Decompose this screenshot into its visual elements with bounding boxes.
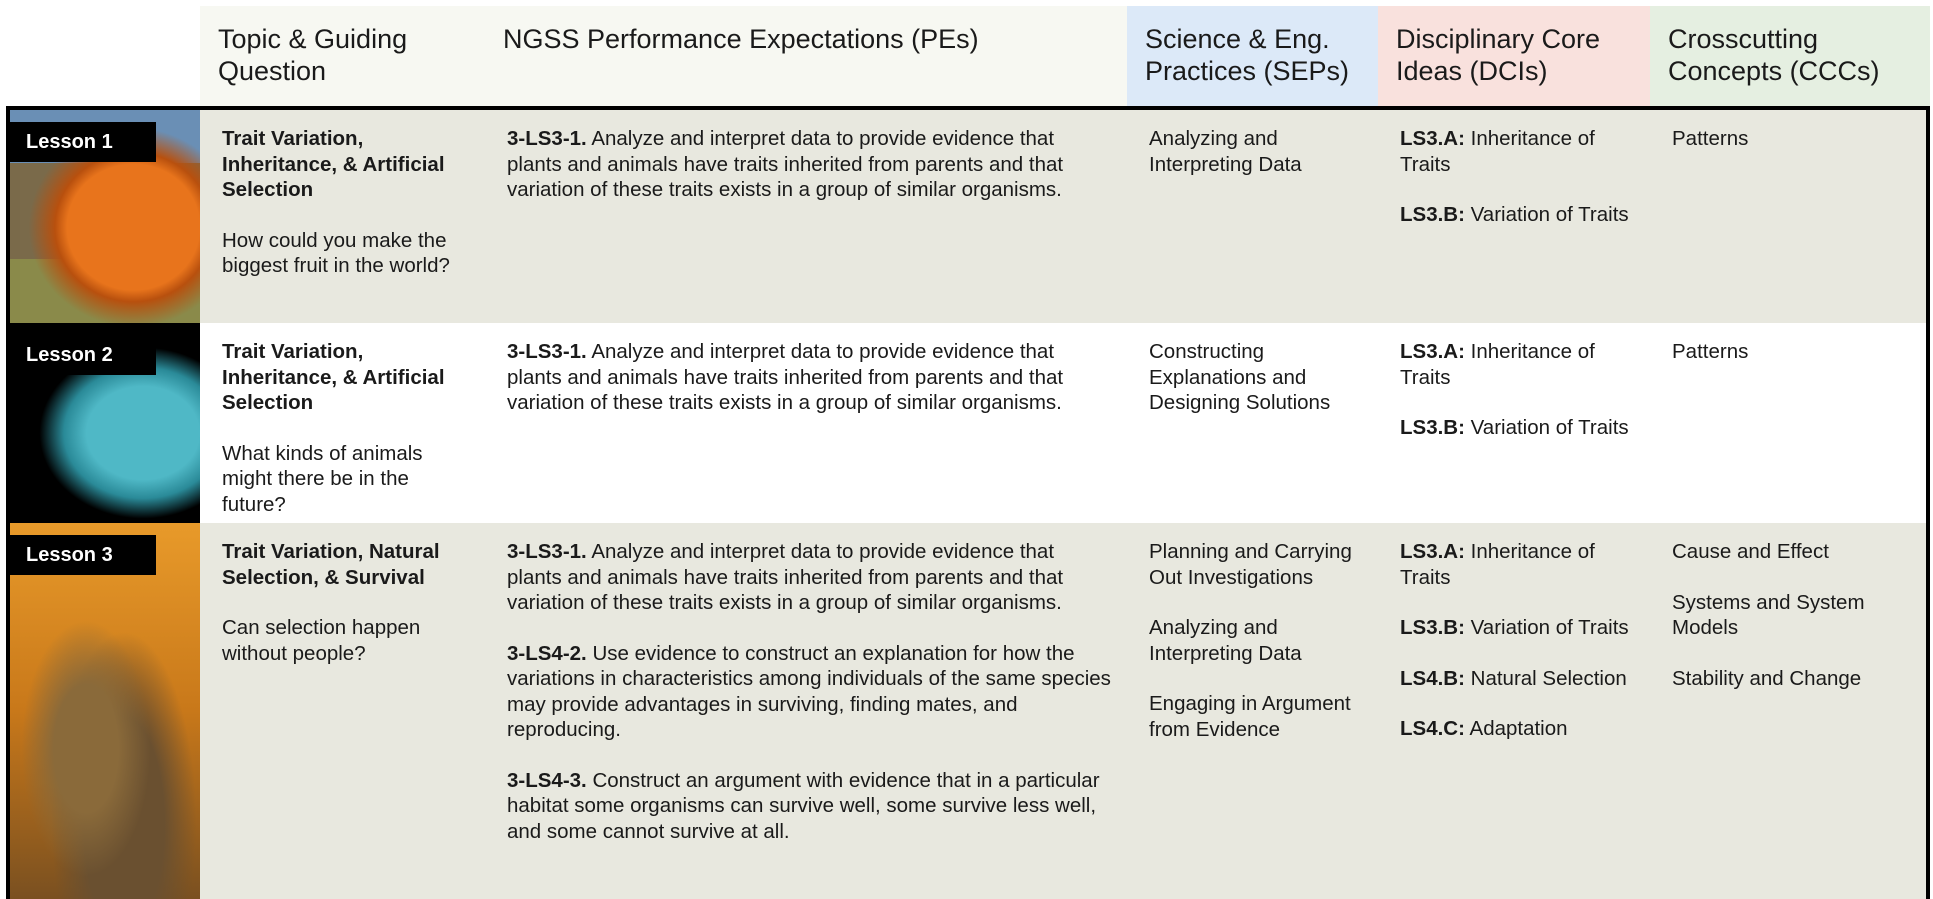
performance-expectation-code: 3-LS4-2. xyxy=(507,641,587,665)
performance-expectation: 3-LS3-1. Analyze and interpret data to p… xyxy=(507,339,1113,416)
pes-cell: 3-LS3-1. Analyze and interpret data to p… xyxy=(489,523,1131,869)
topic-cell: Trait Variation, Inheritance, & Artifici… xyxy=(204,110,489,304)
crosscutting-concept: Patterns xyxy=(1672,127,1749,150)
pes-cell: 3-LS3-1. Analyze and interpret data to p… xyxy=(489,323,1131,441)
core-idea-code: LS4.B: xyxy=(1400,666,1465,690)
core-idea: LS3.A: Inheritance of Traits xyxy=(1400,539,1636,590)
topic-cell: Trait Variation, Natural Selection, & Su… xyxy=(204,523,489,691)
performance-expectation-text: Analyze and interpret data to provide ev… xyxy=(507,127,1064,201)
column-header: NGSS Performance Expectations (PEs) xyxy=(485,6,1127,106)
crosscutting-concept: Systems and System Models xyxy=(1672,590,1865,640)
seps-cell: Analyzing and Interpreting Data xyxy=(1131,110,1382,202)
performance-expectation: 3-LS4-2. Use evidence to construct an ex… xyxy=(507,641,1113,743)
core-idea: LS3.B: Variation of Traits xyxy=(1400,202,1636,228)
performance-expectation: 3-LS3-1. Analyze and interpret data to p… xyxy=(507,126,1113,203)
performance-expectation: 3-LS4-3. Construct an argument with evid… xyxy=(507,768,1113,845)
core-idea-text: Variation of Traits xyxy=(1470,416,1629,439)
cccs-cell: Patterns xyxy=(1654,323,1933,390)
performance-expectation-text: Construct an argument with evidence that… xyxy=(507,768,1100,843)
table-row: Lesson 3 Trait Variation, Natural Selecti… xyxy=(6,523,1930,899)
column-header: Science & Eng. Practices (SEPs) xyxy=(1127,6,1378,106)
table-border xyxy=(6,106,1930,110)
lesson-image: Lesson 3 xyxy=(10,523,200,899)
performance-expectation: 3-LS3-1. Analyze and interpret data to p… xyxy=(507,539,1113,616)
core-idea-text: Adaptation xyxy=(1469,717,1568,740)
core-idea-text: Variation of Traits xyxy=(1470,616,1629,639)
lesson-label: Lesson 1 xyxy=(10,122,156,162)
table-row: Lesson 1 Trait Variation, Inheritance, & … xyxy=(6,110,1930,323)
crosscutting-concept: Cause and Effect xyxy=(1672,540,1829,563)
practice: Analyzing and Interpreting Data xyxy=(1149,127,1302,176)
practice: Constructing Explanations and Designing … xyxy=(1149,340,1331,414)
performance-expectation-code: 3-LS3-1. xyxy=(507,127,587,150)
column-header: Crosscutting Concepts (CCCs) xyxy=(1650,6,1930,106)
performance-expectation-code: 3-LS3-1. xyxy=(507,540,587,563)
practice: Planning and Carrying Out Investigations xyxy=(1149,540,1352,589)
topic-title: Trait Variation, Natural Selection, & Su… xyxy=(222,540,440,589)
cccs-cell: Patterns xyxy=(1654,110,1933,177)
lesson-label: Lesson 2 xyxy=(10,335,156,375)
performance-expectation-text: Analyze and interpret data to provide ev… xyxy=(507,540,1064,614)
lesson-image: Lesson 2 xyxy=(10,323,200,523)
dcis-cell: LS3.A: Inheritance of Traits LS3.B: Varia… xyxy=(1382,323,1654,466)
core-idea-text: Variation of Traits xyxy=(1470,203,1629,226)
core-idea-text: Inheritance of Traits xyxy=(1400,540,1595,589)
core-idea-code: LS3.A: xyxy=(1400,127,1465,150)
core-idea: LS3.B: Variation of Traits xyxy=(1400,615,1636,641)
core-idea-code: LS3.A: xyxy=(1400,540,1465,563)
core-idea-code: LS3.A: xyxy=(1400,340,1465,363)
core-idea: LS4.B: Natural Selection xyxy=(1400,666,1636,692)
seps-cell: Planning and Carrying Out Investigations… xyxy=(1131,523,1382,767)
lesson-image: Lesson 1 xyxy=(10,110,200,323)
core-idea-text: Natural Selection xyxy=(1470,666,1627,690)
performance-expectation-code: 3-LS3-1. xyxy=(507,340,587,363)
core-idea: LS3.A: Inheritance of Traits xyxy=(1400,126,1636,177)
core-idea: LS3.A: Inheritance of Traits xyxy=(1400,339,1636,390)
dcis-cell: LS3.A: Inheritance of Traits LS3.B: Varia… xyxy=(1382,110,1654,253)
table-row: Lesson 2 Trait Variation, Inheritance, & … xyxy=(6,323,1930,523)
seps-cell: Constructing Explanations and Designing … xyxy=(1131,323,1382,441)
topic-cell: Trait Variation, Inheritance, & Artifici… xyxy=(204,323,489,542)
core-idea-code: LS3.B: xyxy=(1400,616,1465,639)
core-idea: LS3.B: Variation of Traits xyxy=(1400,415,1636,441)
core-idea-code: LS3.B: xyxy=(1400,203,1465,226)
pes-cell: 3-LS3-1. Analyze and interpret data to p… xyxy=(489,110,1131,228)
core-idea-code: LS3.B: xyxy=(1400,416,1465,439)
guiding-question: How could you make the biggest fruit in … xyxy=(222,228,450,278)
lesson-label: Lesson 3 xyxy=(10,535,156,575)
column-header: Topic & Guiding Question xyxy=(200,6,485,106)
guiding-question: Can selection happen without people? xyxy=(222,616,421,665)
performance-expectation-text: Analyze and interpret data to provide ev… xyxy=(507,340,1064,414)
topic-title: Trait Variation, Inheritance, & Artifici… xyxy=(222,127,445,201)
performance-expectation-text: Use evidence to construct an explanation… xyxy=(507,641,1111,742)
topic-title: Trait Variation, Inheritance, & Artifici… xyxy=(222,340,445,414)
column-header: Disciplinary Core Ideas (DCIs) xyxy=(1378,6,1650,106)
practice: Engaging in Argument from Evidence xyxy=(1149,692,1351,741)
cccs-cell: Cause and Effect Systems and System Model… xyxy=(1654,523,1933,716)
core-idea-code: LS4.C: xyxy=(1400,717,1465,740)
guiding-question: What kinds of animals might there be in … xyxy=(222,441,423,516)
dcis-cell: LS3.A: Inheritance of Traits LS3.B: Varia… xyxy=(1382,523,1654,767)
performance-expectation-code: 3-LS4-3. xyxy=(507,768,587,792)
crosscutting-concept: Patterns xyxy=(1672,340,1749,363)
crosscutting-concept: Stability and Change xyxy=(1672,666,1862,690)
practice: Analyzing and Interpreting Data xyxy=(1149,616,1302,665)
core-idea-text: Inheritance of Traits xyxy=(1400,340,1595,389)
core-idea: LS4.C: Adaptation xyxy=(1400,716,1636,742)
core-idea-text: Inheritance of Traits xyxy=(1400,127,1595,176)
